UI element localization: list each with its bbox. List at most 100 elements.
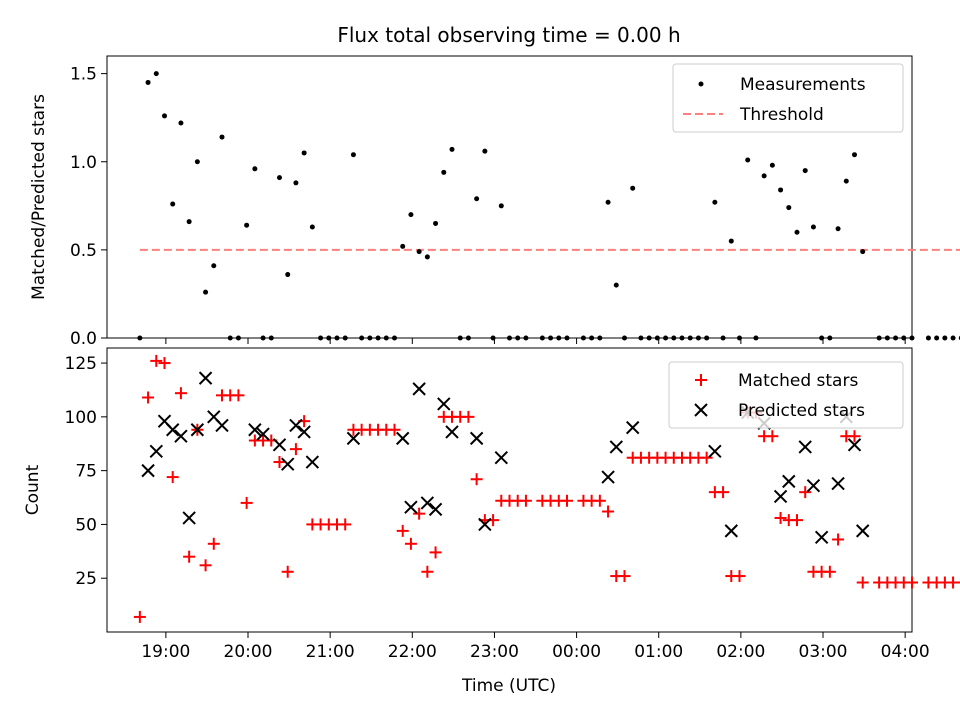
predicted-star-point-13 <box>281 457 295 471</box>
legend-measurements-marker <box>698 81 704 87</box>
predicted-star-point-5 <box>182 511 196 525</box>
measurement-point-93 <box>934 335 940 341</box>
predicted-star-point-18 <box>396 431 410 446</box>
matched-star-point-71 <box>733 570 746 583</box>
legend-predicted-label: Predicted stars <box>738 401 865 421</box>
measurement-point-39 <box>457 335 463 341</box>
measurement-point-90 <box>901 335 907 341</box>
measurement-point-73 <box>753 335 759 341</box>
measurement-point-87 <box>876 335 882 341</box>
predicted-star-point-19 <box>404 500 418 514</box>
predicted-star-point-35 <box>773 489 788 504</box>
measurement-point-15 <box>260 335 266 341</box>
bottom-y-axis: 25 50 75 100 125 <box>65 354 107 589</box>
measurement-point-0 <box>137 335 143 341</box>
measurement-point-16 <box>268 335 274 341</box>
predicted-star-point-1 <box>149 444 163 458</box>
measurement-point-45 <box>507 335 512 341</box>
x-tick-label-4: 23:00 <box>470 642 519 662</box>
predicted-star-point-16 <box>305 455 320 469</box>
matched-star-point-55 <box>602 505 615 518</box>
measurement-point-70 <box>728 238 734 244</box>
measurement-point-1 <box>145 79 151 85</box>
measurement-point-40 <box>465 335 471 341</box>
measurement-point-31 <box>392 335 397 341</box>
measurement-point-38 <box>449 146 455 152</box>
measurements-series <box>137 71 960 341</box>
predicted-star-point-25 <box>469 431 484 446</box>
measurement-point-55 <box>605 199 611 205</box>
measurement-point-37 <box>441 169 447 175</box>
matched-star-point-2 <box>150 354 163 367</box>
predicted-star-point-42 <box>847 438 862 452</box>
predicted-star-point-37 <box>798 440 812 454</box>
matched-star-point-3 <box>158 357 171 370</box>
measurement-point-49 <box>548 335 554 341</box>
x-tick-label-2: 21:00 <box>306 642 355 662</box>
matched-star-point-96 <box>955 581 960 584</box>
measurement-point-23 <box>326 335 332 341</box>
predicted-star-point-28 <box>601 470 615 484</box>
x-tick-label-1: 20:00 <box>224 642 273 662</box>
bottom-y-tick-label-1: 50 <box>75 515 97 535</box>
matched-star-point-69 <box>717 486 730 499</box>
predicted-star-point-40 <box>831 476 845 491</box>
measurement-point-48 <box>539 335 545 341</box>
predicted-star-point-10 <box>248 423 262 437</box>
x-tick-label-3: 22:00 <box>388 642 437 662</box>
matched-star-point-41 <box>470 473 483 486</box>
measurement-point-85 <box>852 152 857 158</box>
measurement-point-53 <box>589 335 595 341</box>
predicted-star-point-0 <box>141 463 155 478</box>
measurement-point-9 <box>211 263 217 269</box>
measurement-point-26 <box>350 152 356 158</box>
matched-star-point-12 <box>232 389 245 402</box>
matched-star-point-33 <box>404 537 417 550</box>
measurement-point-79 <box>802 168 808 174</box>
measurement-point-29 <box>375 335 381 341</box>
predicted-star-point-22 <box>428 502 443 517</box>
measurement-point-65 <box>687 335 693 341</box>
measurement-point-88 <box>884 335 890 341</box>
predicted-star-point-11 <box>256 427 270 441</box>
measurement-point-47 <box>523 335 529 341</box>
bottom-plot-frame <box>106 347 913 633</box>
measurement-point-67 <box>704 335 710 341</box>
measurement-point-19 <box>293 180 299 186</box>
measurement-point-58 <box>630 185 636 191</box>
measurement-point-80 <box>810 224 816 230</box>
measurement-point-74 <box>761 173 767 179</box>
measurement-point-77 <box>786 205 792 211</box>
measurement-point-95 <box>950 335 956 341</box>
measurement-point-62 <box>663 335 669 341</box>
measurement-point-89 <box>893 335 899 341</box>
measurement-point-10 <box>219 134 225 140</box>
matched-star-point-8 <box>199 559 212 572</box>
top-y-tick-label-0: 0.0 <box>70 329 97 349</box>
measurement-point-18 <box>285 272 291 278</box>
matched-star-point-78 <box>791 514 803 527</box>
bottom-y-tick-label-2: 75 <box>75 462 97 482</box>
x-tick-label-7: 02:00 <box>716 642 765 662</box>
measurement-point-3 <box>162 113 167 119</box>
x-tick-label-0: 19:00 <box>141 642 190 662</box>
measurement-point-14 <box>252 166 258 172</box>
matched-star-point-51 <box>561 494 573 507</box>
x-tick-label-6: 01:00 <box>634 642 683 662</box>
predicted-star-point-29 <box>609 440 623 454</box>
matched-star-point-6 <box>183 550 196 563</box>
matched-star-point-0 <box>133 610 146 623</box>
measurement-point-35 <box>424 254 430 260</box>
bottom-legend: Matched stars Predicted stars <box>668 361 904 429</box>
measurement-point-82 <box>827 335 833 341</box>
legend-matched-label: Matched stars <box>738 371 858 391</box>
bottom-y-tick-label-4: 125 <box>65 354 97 374</box>
matched-star-point-83 <box>832 533 845 546</box>
predicted-star-point-20 <box>412 382 426 396</box>
matched-star-point-35 <box>421 565 434 578</box>
matched-star-point-91 <box>906 576 918 589</box>
matched-star-point-76 <box>774 511 787 524</box>
bottom-y-axis-label: Count <box>23 464 43 515</box>
matched-star-point-1 <box>142 391 155 404</box>
